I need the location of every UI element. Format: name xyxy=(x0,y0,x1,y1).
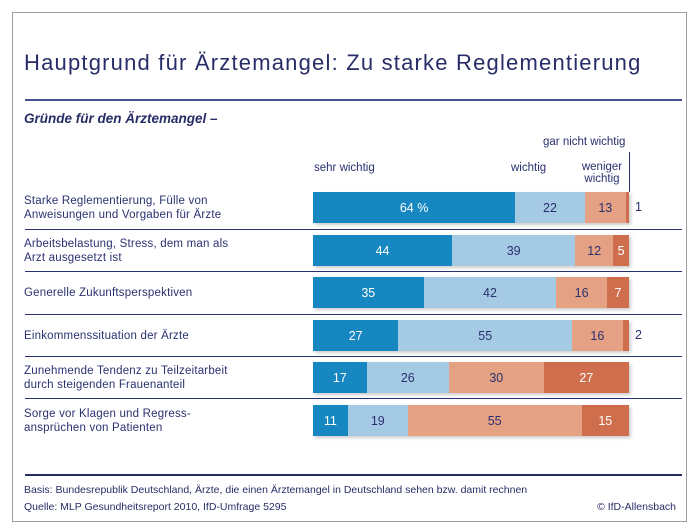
bar-segment: 39 xyxy=(452,235,576,266)
row-label: Zunehmende Tendenz zu Teilzeitarbeit dur… xyxy=(24,364,228,391)
row-label: Sorge vor Klagen und Regress- ansprüchen… xyxy=(24,407,191,434)
column-header-gar-nicht-wichtig: gar nicht wichtig xyxy=(543,136,626,148)
row-label: Einkommenssituation der Ärzte xyxy=(24,329,189,342)
column-header-wichtig: wichtig xyxy=(511,162,547,174)
stacked-bar: 27 55 16 xyxy=(313,320,629,351)
footer-source-text: Quelle: MLP Gesundheitsreport 2010, IfD-… xyxy=(24,501,287,513)
footer-copyright: © IfD-Allensbach xyxy=(597,501,676,513)
bar-segment: 55 xyxy=(398,320,573,351)
column-header-sehr-wichtig: sehr wichtig xyxy=(314,162,375,174)
bar-segment: 5 xyxy=(613,235,629,266)
outer-frame xyxy=(12,12,687,522)
bar-segment: 11 xyxy=(313,405,348,436)
bar-segment: 42 xyxy=(423,277,557,308)
footer-basis-text: Basis: Bundesrepublik Deutschland, Ärzte… xyxy=(24,484,528,496)
row-divider xyxy=(25,229,682,230)
bar-segment: 27 xyxy=(313,320,399,351)
bar-segment: 55 xyxy=(407,405,582,436)
bar-segment: 44 xyxy=(313,235,453,266)
column-header-weniger-wichtig: weniger wichtig xyxy=(581,161,623,185)
bar-segment: 19 xyxy=(347,405,408,436)
bar-segment xyxy=(622,320,629,351)
bar-segment: 17 xyxy=(313,362,367,393)
stacked-bar: 44 39 12 5 xyxy=(313,235,629,266)
row-divider xyxy=(25,398,682,399)
bar-segment: 15 xyxy=(581,405,629,436)
bar-segment: 35 xyxy=(313,277,424,308)
bar-segment: 12 xyxy=(575,235,614,266)
title-divider xyxy=(25,99,682,101)
stacked-bar: 35 42 16 7 xyxy=(313,277,629,308)
bar-value-outside: 2 xyxy=(635,328,642,342)
stacked-bar: 64 % 22 13 xyxy=(313,192,629,223)
page-title: Hauptgrund für Ärztemangel: Zu starke Re… xyxy=(24,50,642,75)
bar-segment: 27 xyxy=(543,362,629,393)
bar-segment: 22 xyxy=(515,192,585,223)
bar-segment: 16 xyxy=(572,320,623,351)
footer-divider xyxy=(25,474,682,476)
bar-segment: 30 xyxy=(448,362,544,393)
row-label: Generelle Zukunftsperspektiven xyxy=(24,286,193,299)
bar-segment: 7 xyxy=(606,277,629,308)
stacked-bar: 11 19 55 15 xyxy=(313,405,629,436)
bar-segment xyxy=(625,192,629,223)
row-divider xyxy=(25,314,682,315)
row-divider xyxy=(25,356,682,357)
chart-subtitle: Gründe für den Ärztemangel – xyxy=(24,111,218,126)
gar-nicht-wichtig-pointer-line xyxy=(629,152,630,192)
bar-segment: 26 xyxy=(366,362,449,393)
row-divider xyxy=(25,271,682,272)
stacked-bar: 17 26 30 27 xyxy=(313,362,629,393)
bar-value-outside: 1 xyxy=(635,200,642,214)
row-label: Starke Reglementierung, Fülle von Anweis… xyxy=(24,194,222,221)
row-label: Arbeitsbelastung, Stress, dem man als Ar… xyxy=(24,237,229,264)
bar-segment: 13 xyxy=(584,192,626,223)
bar-segment: 64 % xyxy=(313,192,516,223)
bar-segment: 16 xyxy=(556,277,607,308)
